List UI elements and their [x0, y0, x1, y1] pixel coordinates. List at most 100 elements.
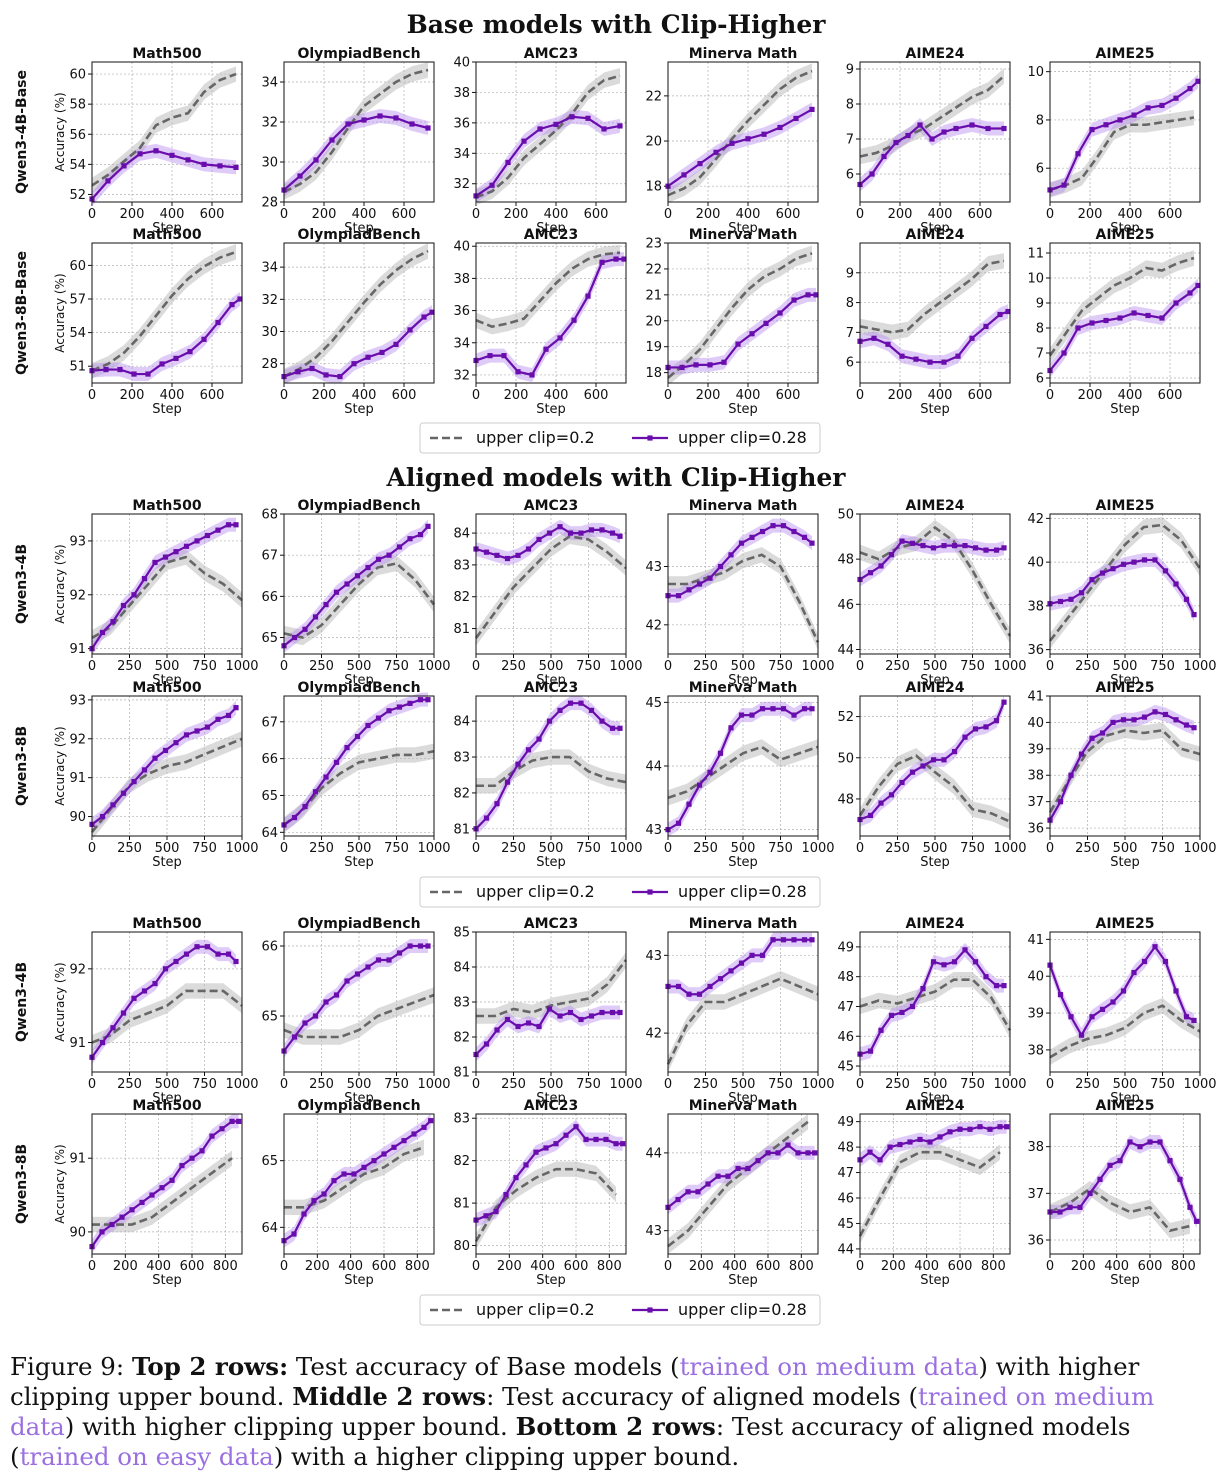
- higher-marker: [159, 361, 165, 367]
- y-tick-label: 81: [453, 1197, 470, 1212]
- higher-marker: [867, 1149, 873, 1155]
- x-tick-label: 250: [885, 841, 910, 856]
- caption-part3-link[interactable]: trained on easy data: [19, 1442, 274, 1471]
- x-tick-label: 200: [888, 388, 913, 403]
- higher-marker: [567, 530, 574, 536]
- higher-marker: [529, 372, 535, 378]
- higher-marker: [617, 725, 623, 731]
- higher-marker: [215, 319, 221, 326]
- caption-part1-link[interactable]: trained on medium data: [679, 1352, 979, 1381]
- higher-marker: [578, 1016, 584, 1023]
- x-axis-label: Step: [344, 673, 374, 688]
- caption-part2-link[interactable]: trained on medium data: [10, 1382, 1155, 1441]
- higher-marker: [505, 159, 511, 166]
- higher-marker: [755, 1158, 761, 1164]
- y-tick-label: 43: [645, 1224, 662, 1239]
- higher-marker: [969, 122, 975, 128]
- higher-marker: [962, 543, 968, 549]
- section-title-base: Base models with Clip-Higher: [407, 10, 827, 39]
- x-tick-label: 1000: [801, 659, 834, 674]
- y-tick-label: 10: [1027, 65, 1044, 80]
- x-tick-label: 250: [117, 841, 142, 856]
- axes-frame: [91, 1113, 243, 1255]
- higher-marker: [421, 1124, 427, 1130]
- y-tick-label: 8: [1036, 113, 1044, 128]
- higher-marker: [153, 148, 159, 154]
- higher-marker: [302, 803, 308, 810]
- higher-marker: [795, 1150, 801, 1156]
- higher-marker: [695, 1189, 701, 1195]
- x-tick-label: 600: [756, 1259, 781, 1274]
- baseline-band: [668, 63, 812, 203]
- y-tick-label: 82: [453, 1031, 470, 1046]
- axes-frame: [283, 1113, 435, 1255]
- higher-marker: [1001, 983, 1007, 989]
- higher-marker: [149, 1192, 155, 1198]
- higher-marker: [152, 980, 158, 987]
- y-tick-label: 56: [69, 128, 86, 143]
- higher-marker: [791, 297, 797, 303]
- baseline-line: [91, 250, 237, 372]
- baseline-line: [283, 749, 435, 826]
- baseline-line: [91, 989, 243, 1044]
- higher-marker: [869, 171, 875, 177]
- higher-marker: [1103, 122, 1109, 128]
- x-tick-label: 600: [392, 207, 417, 222]
- higher-marker: [323, 999, 329, 1005]
- panel-title: Math500: [132, 498, 202, 514]
- higher-marker: [745, 1165, 751, 1172]
- higher-marker: [749, 331, 755, 337]
- higher-marker: [777, 310, 783, 316]
- higher-marker: [494, 801, 500, 807]
- higher-marker: [344, 744, 350, 751]
- higher-marker: [983, 547, 989, 553]
- y-tick-label: 21: [645, 288, 662, 303]
- caption-part1-end: ) with higher clipping upper bound.: [10, 1352, 1140, 1411]
- higher-marker: [715, 1173, 721, 1179]
- higher-marker: [1191, 1017, 1197, 1024]
- higher-marker: [681, 172, 687, 178]
- y-tick-label: 28: [261, 357, 278, 372]
- legend-higher-label: upper clip=0.28: [678, 882, 807, 901]
- y-tick-label: 36: [453, 116, 470, 131]
- baseline-band: [668, 970, 818, 1072]
- higher-marker: [536, 536, 542, 543]
- x-tick-label: 600: [372, 1259, 397, 1274]
- y-tick-label: 92: [69, 962, 86, 977]
- higher-marker: [377, 113, 383, 119]
- x-tick-label: 400: [722, 1259, 747, 1274]
- higher-marker: [951, 748, 958, 755]
- x-tick-label: 0: [1046, 841, 1054, 856]
- y-tick-label: 46: [837, 598, 854, 613]
- higher-marker: [809, 937, 815, 943]
- x-tick-label: 600: [968, 388, 993, 403]
- panel-25-olympiadbench: 0 250 500 750 1000 65 66 OlympiadBench Step: [261, 916, 450, 1106]
- panel-title: Minerva Math: [689, 227, 798, 243]
- axes-frame: [859, 61, 1011, 203]
- higher-marker: [162, 747, 169, 754]
- higher-marker: [201, 161, 207, 167]
- axes-frame: [1049, 61, 1201, 203]
- panel-title: Math500: [132, 46, 202, 62]
- higher-marker: [119, 1214, 125, 1220]
- x-tick-label: 200: [504, 207, 529, 222]
- axes-frame: [667, 931, 819, 1073]
- x-tick-label: 0: [88, 1259, 96, 1274]
- higher-marker: [183, 543, 190, 549]
- x-tick-label: 800: [213, 1259, 238, 1274]
- legend-higher-marker: [647, 889, 653, 895]
- panel-22-aime24: 0 250 500 750 1000 48 50 52 AIME24 Step: [837, 680, 1026, 870]
- axes-frame: [91, 513, 243, 655]
- x-tick-label: 400: [338, 1259, 363, 1274]
- axes-frame: [283, 513, 435, 655]
- higher-marker: [878, 800, 884, 806]
- higher-marker: [1075, 151, 1081, 157]
- panel-title: AMC23: [524, 498, 579, 514]
- x-axis-label: Step: [1110, 402, 1140, 417]
- x-tick-label: 500: [347, 659, 372, 674]
- higher-line: [859, 123, 1004, 186]
- higher-marker: [609, 725, 616, 731]
- panel-title: AIME24: [905, 916, 964, 932]
- x-tick-label: 500: [155, 659, 180, 674]
- x-tick-label: 200: [1071, 1259, 1096, 1274]
